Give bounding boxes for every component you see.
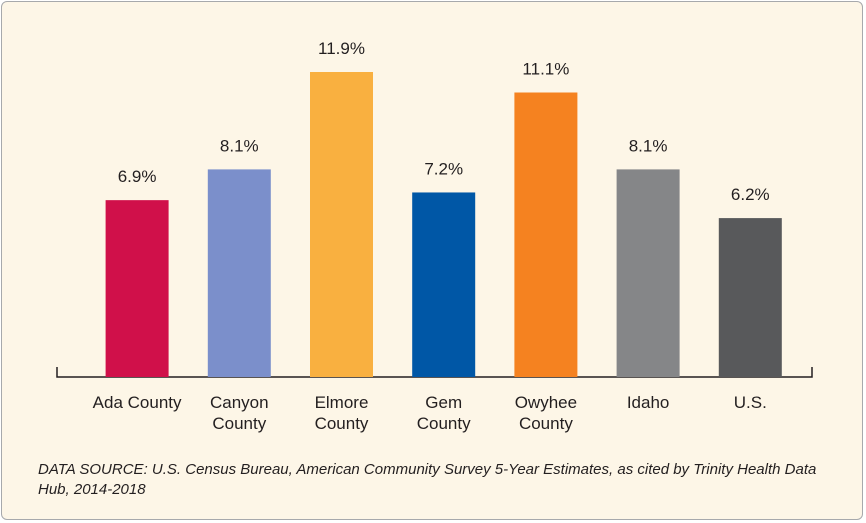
bar xyxy=(105,200,169,377)
value-label: 6.2% xyxy=(731,185,770,204)
bar xyxy=(616,169,680,377)
bar xyxy=(412,192,476,377)
x-tick-label: Owyhee County xyxy=(514,393,578,433)
value-label: 11.1% xyxy=(522,60,569,79)
x-tick-label: Idaho xyxy=(626,393,670,412)
value-label: 8.1% xyxy=(220,136,259,155)
value-label: 6.9% xyxy=(118,167,157,186)
x-tick-label: Gem County xyxy=(416,393,471,433)
x-tick-label: U.S. xyxy=(733,393,767,412)
x-tick-label: Canyon County xyxy=(209,393,269,433)
value-label: 8.1% xyxy=(629,136,668,155)
value-label: 7.2% xyxy=(424,159,463,178)
bar xyxy=(207,169,271,377)
x-tick-label: Ada County xyxy=(92,393,182,412)
bar xyxy=(514,92,578,377)
data-source: DATA SOURCE: U.S. Census Bureau, America… xyxy=(38,461,817,498)
bar xyxy=(718,218,782,377)
x-tick-label: Elmore County xyxy=(314,393,369,433)
value-label: 11.9% xyxy=(318,39,365,58)
bar xyxy=(310,72,373,377)
